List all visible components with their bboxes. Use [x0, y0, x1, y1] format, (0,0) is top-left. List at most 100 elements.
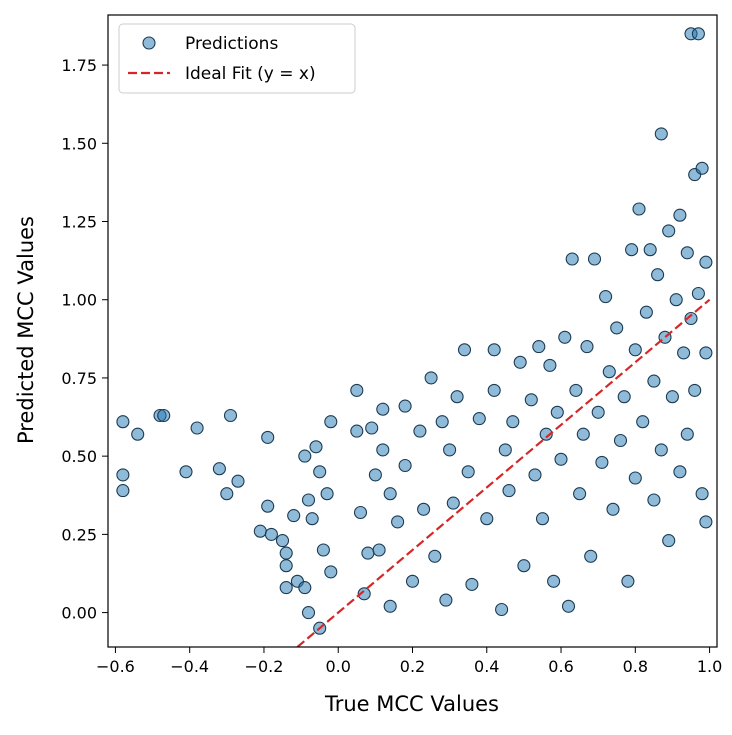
- scatter-point: [532, 340, 546, 354]
- legend-label-predictions: Predictions: [185, 34, 278, 54]
- scatter-point: [275, 534, 290, 548]
- scatter-point: [320, 487, 334, 501]
- scatter-point: [561, 599, 576, 613]
- scatter-point: [576, 427, 590, 441]
- x-tick-label: 0.4: [474, 657, 499, 676]
- scatter-point: [316, 543, 330, 557]
- legend: Predictions Ideal Fit (y = x): [118, 23, 356, 94]
- scatter-point: [424, 371, 438, 385]
- y-tick-label: 1.25: [61, 212, 97, 231]
- scatter-point: [298, 449, 312, 463]
- x-tick-label: 0.0: [326, 657, 351, 676]
- scatter-point: [539, 427, 553, 441]
- scatter-point: [116, 468, 130, 482]
- scatter-point: [617, 390, 631, 404]
- scatter-point: [535, 512, 550, 526]
- y-tick-label: 1.00: [61, 291, 97, 310]
- scatter-point: [651, 268, 665, 282]
- scatter-point: [301, 493, 316, 507]
- scatter-point: [639, 305, 653, 319]
- scatter-point: [309, 440, 323, 454]
- scatter-point: [673, 465, 687, 479]
- scatter-point: [610, 321, 624, 335]
- scatter-point: [628, 471, 642, 485]
- legend-box: [118, 23, 356, 94]
- scatter-point: [595, 455, 609, 469]
- scatter-point: [376, 402, 390, 416]
- scatter-point: [580, 340, 594, 354]
- scatter-point: [428, 549, 442, 563]
- scatter-point: [506, 415, 520, 429]
- scatter-point: [131, 427, 145, 441]
- scatter-point: [613, 433, 628, 448]
- scatter-point: [599, 290, 613, 304]
- scatter-point: [398, 399, 412, 413]
- scatter-point: [654, 127, 668, 141]
- y-tick-label: 0.00: [61, 604, 97, 623]
- scatter-point: [353, 505, 368, 520]
- scatter-point: [398, 458, 412, 473]
- scatter-point: [391, 515, 405, 529]
- scatter-point: [673, 208, 687, 222]
- scatter-point: [279, 559, 293, 573]
- scatter-point: [261, 499, 275, 513]
- scatter-point: [550, 405, 564, 419]
- x-tick-label: −0.6: [96, 657, 135, 676]
- scatter-point: [625, 243, 639, 257]
- scatter-point: [643, 243, 657, 257]
- scatter-point: [372, 543, 386, 557]
- scatter-point: [498, 443, 512, 457]
- y-tick-label: 0.50: [61, 447, 97, 466]
- scatter-point: [569, 383, 583, 397]
- scatter-point: [365, 421, 379, 435]
- scatter-point: [261, 430, 275, 444]
- scatter-point: [450, 390, 464, 404]
- plot-area: [116, 27, 713, 647]
- scatter-point: [461, 465, 475, 479]
- scatter-point: [480, 512, 494, 526]
- scatter-point: [543, 358, 557, 372]
- scatter-point: [502, 484, 516, 498]
- scatter-point: [584, 549, 598, 563]
- scatter-point: [157, 408, 171, 423]
- scatter-point: [190, 421, 204, 435]
- scatter-point: [688, 383, 702, 397]
- scatter-point: [495, 602, 509, 617]
- scatter-point: [695, 487, 709, 501]
- scatter-point: [376, 443, 390, 457]
- y-tick-label: 0.25: [61, 525, 97, 544]
- x-tick-label: −0.2: [245, 657, 284, 676]
- y-tick-label: 0.75: [61, 369, 97, 388]
- scatter-point: [179, 465, 193, 479]
- scatter-point: [695, 161, 709, 175]
- scatter-point: [443, 443, 457, 457]
- scatter-point: [632, 202, 646, 216]
- scatter-point: [684, 311, 698, 326]
- scatter-point: [405, 574, 420, 588]
- scatter-point: [324, 415, 338, 429]
- scatter-point: [350, 383, 364, 397]
- scatter-point: [565, 252, 579, 266]
- scatter-point: [383, 599, 397, 613]
- scatter-point: [699, 515, 713, 529]
- scatter-point: [350, 424, 364, 438]
- scatter-point: [446, 496, 460, 510]
- legend-marker-predictions: [142, 36, 156, 50]
- axes: −0.6 −0.4 −0.2 0.0 0.2 0.4 0.6 0.8 1.0 0.00 0.25 0.…: [61, 14, 722, 676]
- scatter-point: [654, 443, 668, 457]
- scatter-point: [220, 487, 234, 501]
- scatter-point: [116, 415, 130, 429]
- scatter-point: [662, 534, 676, 548]
- scatter-point: [298, 581, 312, 595]
- x-axis-label: True MCC Values: [324, 692, 499, 716]
- scatter-point: [636, 415, 650, 429]
- scatter-point: [665, 390, 679, 404]
- scatter-point: [554, 452, 568, 466]
- scatter-point: [528, 468, 542, 482]
- scatter-point: [472, 412, 486, 426]
- scatter-point: [513, 355, 527, 369]
- x-tick-label: −0.4: [170, 657, 209, 676]
- scatter-point: [212, 462, 226, 476]
- scatter-point: [253, 524, 267, 538]
- x-tick-label: 0.6: [548, 657, 573, 676]
